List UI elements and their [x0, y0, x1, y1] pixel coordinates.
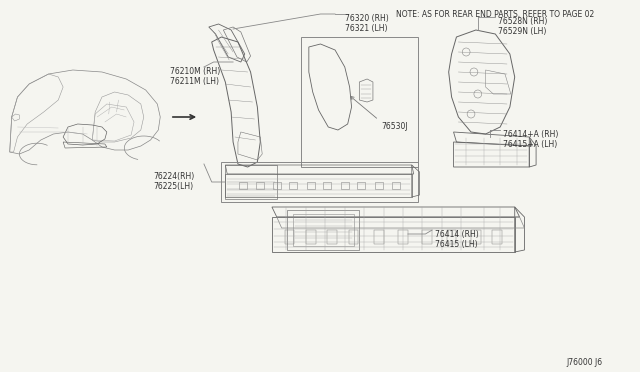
- Bar: [492, 230, 502, 244]
- Bar: [374, 230, 383, 244]
- Text: 76414 (RH)
76415 (LH): 76414 (RH) 76415 (LH): [435, 230, 479, 249]
- Bar: [239, 182, 246, 189]
- Bar: [398, 230, 408, 244]
- Bar: [273, 182, 281, 189]
- Bar: [307, 182, 315, 189]
- Bar: [392, 182, 400, 189]
- Bar: [357, 182, 365, 189]
- Text: J76000 J6: J76000 J6: [566, 358, 602, 367]
- Text: 76528N (RH)
76529N (LH): 76528N (RH) 76529N (LH): [498, 17, 548, 36]
- Text: 76210M (RH)
76211M (LH): 76210M (RH) 76211M (LH): [170, 67, 220, 86]
- Text: 76414+A (RH)
76415+A (LH): 76414+A (RH) 76415+A (LH): [503, 130, 559, 150]
- Bar: [323, 182, 331, 189]
- Bar: [447, 230, 456, 244]
- Text: 76224(RH)
76225(LH): 76224(RH) 76225(LH): [154, 172, 195, 192]
- Text: NOTE: AS FOR REAR END PARTS, REFER TO PAGE 02: NOTE: AS FOR REAR END PARTS, REFER TO PA…: [396, 10, 595, 19]
- Bar: [285, 230, 294, 244]
- Text: 76530J: 76530J: [381, 122, 408, 131]
- Bar: [289, 182, 297, 189]
- Bar: [422, 230, 432, 244]
- Bar: [327, 230, 337, 244]
- Bar: [306, 230, 316, 244]
- Bar: [257, 182, 264, 189]
- Bar: [471, 230, 481, 244]
- Bar: [341, 182, 349, 189]
- Bar: [349, 230, 358, 244]
- Text: 76320 (RH)
76321 (LH): 76320 (RH) 76321 (LH): [345, 14, 388, 33]
- Bar: [375, 182, 383, 189]
